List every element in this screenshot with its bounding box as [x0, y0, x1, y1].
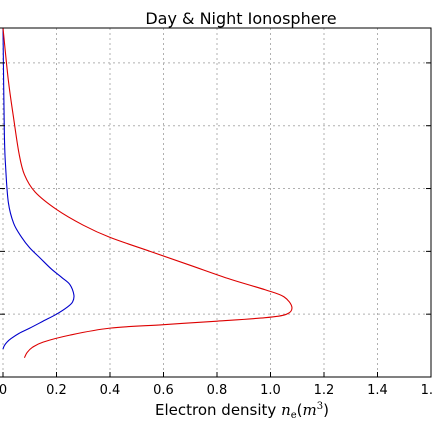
- x-axis-label-paren-close: ): [323, 401, 329, 419]
- series-group: [2, 27, 293, 359]
- x-tick-label: 1.6: [421, 383, 432, 398]
- x-tick-label: 1.4: [367, 383, 388, 398]
- x-tick-label: 0.2: [46, 383, 67, 398]
- x-axis-label-unit: m: [303, 401, 317, 419]
- grid: [2, 28, 432, 378]
- plot-frame: [0, 27, 432, 378]
- x-tick-label: 0.6: [153, 383, 174, 398]
- x-axis-tick-labels: 0 0.2 0.4 0.6 0.8 1.0 1.2 1.4 1.6: [0, 383, 432, 398]
- x-tick-label: 0: [0, 383, 7, 398]
- x-axis-label-math-sub: e: [291, 410, 297, 421]
- chart-title: Day & Night Ionosphere: [145, 9, 336, 28]
- x-axis-label-sup: 3: [317, 401, 323, 412]
- x-axis-label-math-base: n: [281, 401, 291, 419]
- series-line-blue: [2, 27, 75, 350]
- x-axis-label-text: Electron density: [155, 401, 281, 419]
- x-axis-label-paren-open: (: [297, 401, 303, 419]
- x-axis-label: Electron density ne(m3): [155, 401, 329, 421]
- x-axis-ticks: [0, 62, 432, 378]
- x-tick-label: 1.2: [314, 383, 335, 398]
- x-tick-label: 0.8: [207, 383, 228, 398]
- x-tick-label: 1.0: [260, 383, 281, 398]
- x-tick-label: 0.4: [100, 383, 121, 398]
- series-line-red: [2, 27, 293, 359]
